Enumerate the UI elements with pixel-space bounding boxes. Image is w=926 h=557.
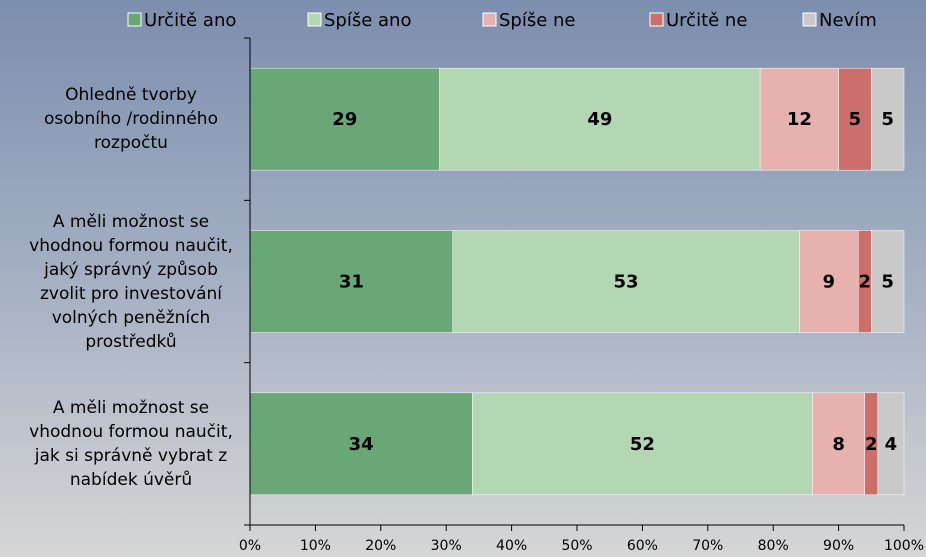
x-tick-label: 90% <box>823 538 854 554</box>
legend-label: Spíše ano <box>324 10 411 31</box>
bar-segment <box>249 67 440 171</box>
legend-swatch <box>482 12 497 27</box>
bar-segment <box>249 230 453 333</box>
bar-segment <box>871 67 905 171</box>
data-label: 49 <box>587 109 612 130</box>
data-label: 9 <box>823 272 836 293</box>
x-tick-label: 40% <box>496 538 527 554</box>
y-tick-label: A měli možnost se vhodnou formou naučit,… <box>29 211 233 352</box>
data-label: 5 <box>881 272 894 293</box>
data-label: 8 <box>832 434 845 455</box>
legend-swatch <box>127 12 142 27</box>
bar-segment <box>439 67 761 171</box>
x-tick-label: 50% <box>561 538 592 554</box>
data-label: 53 <box>614 272 639 293</box>
data-label: 4 <box>885 434 898 455</box>
data-label: 2 <box>858 272 871 293</box>
legend-label: Spíše ne <box>499 10 576 31</box>
bar-segment <box>249 392 473 496</box>
x-tick-label: 0% <box>239 538 261 554</box>
data-label: 29 <box>332 109 357 130</box>
x-tick-label: 80% <box>758 538 789 554</box>
data-label: 2 <box>865 434 878 455</box>
bar-segment <box>877 392 905 496</box>
legend-swatch <box>307 12 322 27</box>
legend-label: Nevím <box>819 10 877 31</box>
data-label: 52 <box>630 434 655 455</box>
data-label: 34 <box>349 434 374 455</box>
x-tick-label: 10% <box>300 538 331 554</box>
data-label: 31 <box>339 272 364 293</box>
x-tick-label: 100% <box>884 538 924 554</box>
bar-segment <box>799 230 859 333</box>
x-tick-label: 20% <box>365 538 396 554</box>
bar-segment <box>452 230 800 333</box>
legend-label: Určitě ne <box>666 10 747 31</box>
legend-swatch <box>802 12 817 27</box>
y-tick-label: A měli možnost se vhodnou formou naučit,… <box>29 397 233 490</box>
y-tick-label: Ohledně tvorby osobního /rodinného rozpo… <box>44 85 218 154</box>
bar-segment <box>472 392 813 496</box>
data-label: 5 <box>849 109 862 130</box>
legend-swatch <box>649 12 664 27</box>
x-tick-label: 60% <box>627 538 658 554</box>
legend-label: Určitě ano <box>144 10 236 31</box>
x-tick-label: 70% <box>692 538 723 554</box>
bar-segment <box>812 392 866 496</box>
data-label: 12 <box>787 109 812 130</box>
x-tick-label: 30% <box>431 538 462 554</box>
data-label: 5 <box>881 109 894 130</box>
bar-segment <box>871 230 905 333</box>
